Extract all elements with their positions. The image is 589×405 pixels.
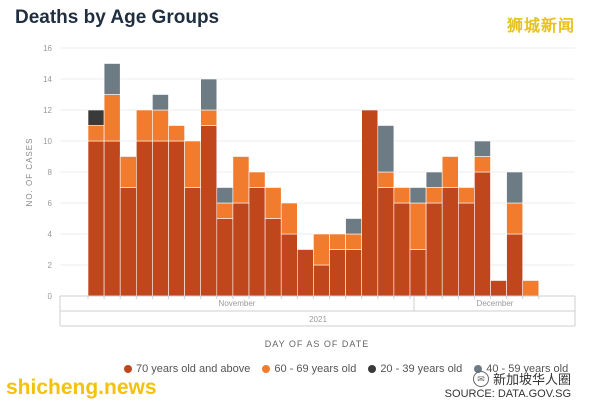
bar-segment-series-1-day-21 — [409, 202, 427, 250]
bar-segment-series-1-day-22 — [425, 187, 443, 204]
bar-segment-series-0-day-10 — [232, 202, 250, 297]
bar-segment-series-1-day-3 — [119, 156, 137, 188]
bar-segment-series-3-day-25 — [474, 140, 491, 157]
bar-segment-series-0-day-7 — [184, 187, 202, 297]
bar-segment-series-3-day-21 — [409, 187, 427, 204]
legend-swatch-60-69 — [262, 365, 271, 373]
y-tick-label: 12 — [43, 106, 52, 115]
y-tick-label: 6 — [48, 199, 53, 208]
bar-segment-series-0-day-11 — [248, 187, 266, 297]
y-tick-label: 8 — [48, 168, 53, 177]
bar-segment-series-2-day-1 — [87, 109, 105, 126]
bar-segment-series-3-day-5 — [152, 94, 169, 111]
bar-segment-series-0-day-19 — [377, 187, 395, 297]
bar-segment-series-1-day-24 — [457, 187, 475, 204]
bar-segment-series-3-day-27 — [506, 171, 524, 204]
bar-segment-series-3-day-22 — [425, 171, 443, 188]
legend-item-20-39[interactable]: 20 - 39 years old — [368, 363, 462, 375]
bar-segment-series-3-day-2 — [103, 63, 121, 95]
bar-segment-series-0-day-21 — [409, 249, 427, 297]
bar-segment-series-0-day-6 — [168, 140, 185, 297]
x-year-label: 2021 — [309, 315, 327, 324]
bar-segment-series-1-day-10 — [232, 156, 250, 204]
bar-segment-series-0-day-25 — [474, 171, 491, 297]
y-tick-label: 2 — [48, 261, 53, 270]
bar-segment-series-1-day-15 — [313, 233, 330, 266]
legend-label-70-plus: 70 years old and above — [136, 363, 251, 375]
legend-item-60-69[interactable]: 60 - 69 years old — [262, 363, 356, 375]
bar-segment-series-1-day-1 — [87, 125, 105, 142]
legend-swatch-70-plus — [124, 365, 132, 373]
bar-segment-series-1-day-25 — [474, 156, 491, 173]
legend-swatch-20-39 — [368, 365, 377, 373]
data-source: SOURCE: DATA.GOV.SG — [444, 388, 571, 400]
bar-segment-series-0-day-4 — [136, 140, 153, 297]
y-tick-label: 4 — [48, 230, 53, 239]
bar-segment-series-1-day-28 — [522, 280, 540, 297]
bar-segment-series-1-day-16 — [329, 233, 346, 250]
bar-segment-series-0-day-5 — [152, 140, 169, 297]
legend-label-60-69: 60 - 69 years old — [274, 363, 357, 375]
bar-segment-series-0-day-8 — [200, 125, 218, 297]
bar-segment-series-1-day-4 — [136, 109, 153, 142]
brand-watermark-top: 狮城新闻 — [506, 18, 575, 35]
bar-segment-series-0-day-13 — [280, 233, 298, 297]
bar-segment-series-0-day-18 — [361, 109, 379, 297]
x-month-label-november: November — [219, 299, 256, 308]
bar-segment-series-1-day-11 — [248, 171, 266, 188]
bar-segment-series-3-day-8 — [200, 78, 218, 111]
bar-segment-series-0-day-16 — [329, 249, 346, 297]
bar-segment-series-0-day-26 — [490, 280, 507, 297]
bar-segment-series-0-day-15 — [313, 264, 330, 297]
bar-segment-series-1-day-8 — [200, 109, 218, 126]
bar-segment-series-1-day-7 — [184, 140, 202, 188]
wechat-icon: ✉ — [472, 370, 489, 387]
bar-segment-series-1-day-12 — [264, 187, 282, 219]
bar-segment-series-1-day-27 — [506, 202, 524, 235]
bar-segment-series-1-day-19 — [377, 171, 395, 188]
bar-segment-series-0-day-27 — [506, 233, 524, 297]
bar-segment-series-3-day-9 — [216, 187, 234, 204]
bar-segment-series-0-day-12 — [264, 218, 282, 297]
y-tick-label: 14 — [43, 75, 52, 84]
bar-segment-series-3-day-17 — [345, 218, 363, 235]
bar-segment-series-1-day-23 — [441, 156, 459, 188]
bar-segment-series-0-day-20 — [393, 202, 411, 297]
bar-segment-series-0-day-3 — [119, 187, 137, 297]
x-month-label-december: December — [477, 299, 514, 308]
bar-segment-series-1-day-13 — [280, 202, 298, 235]
legend-item-40-59[interactable]: 40 - 59 years old — [474, 363, 568, 375]
y-tick-label: 10 — [43, 137, 52, 146]
chart-legend: 70 years old and above 60 - 69 years old… — [124, 363, 580, 375]
bar-segment-series-1-day-5 — [152, 109, 169, 142]
legend-label-20-39: 20 - 39 years old — [380, 363, 463, 375]
y-axis-label: NO. OF CASES — [25, 138, 34, 207]
bar-segment-series-0-day-22 — [425, 202, 443, 297]
bar-segment-series-1-day-17 — [345, 233, 363, 250]
chart-title: Deaths by Age Groups — [15, 7, 220, 28]
legend-item-70-plus[interactable]: 70 years old and above — [124, 363, 250, 375]
shicheng-watermark: shicheng.news — [6, 376, 157, 399]
wechat-watermark: ✉ 新加坡华人圈 — [472, 369, 571, 388]
bar-segment-series-1-day-20 — [393, 187, 411, 204]
legend-label-40-59: 40 - 59 years old — [486, 363, 569, 375]
bar-segment-series-0-day-17 — [345, 249, 363, 297]
legend-swatch-40-59 — [474, 365, 483, 373]
bar-segment-series-0-day-14 — [296, 249, 314, 297]
bar-segment-series-0-day-9 — [216, 218, 234, 297]
bar-segment-series-1-day-2 — [103, 94, 121, 142]
x-axis-label: DAY OF AS OF DATE — [265, 339, 370, 349]
y-tick-label: 16 — [43, 44, 52, 53]
bar-segment-series-0-day-24 — [457, 202, 475, 297]
bar-segment-series-1-day-6 — [168, 125, 185, 142]
bar-segment-series-1-day-9 — [216, 202, 234, 219]
bar-segment-series-0-day-1 — [87, 140, 105, 297]
wechat-watermark-label: 新加坡华人圈 — [492, 372, 571, 387]
bar-segment-series-3-day-19 — [377, 125, 395, 173]
y-tick-label: 0 — [48, 292, 53, 301]
bar-segment-series-0-day-2 — [103, 140, 121, 297]
bar-segment-series-0-day-23 — [441, 187, 459, 297]
